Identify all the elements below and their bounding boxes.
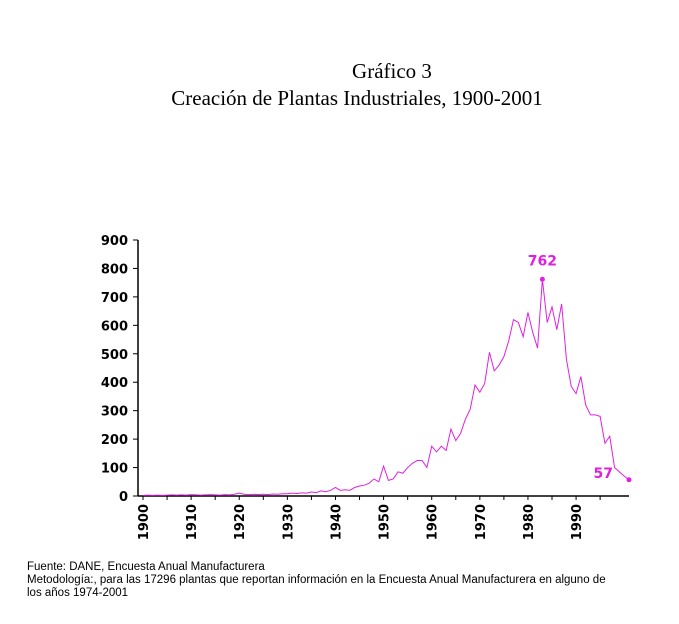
x-tick-label: 1970	[474, 504, 489, 540]
y-tick-label: 600	[101, 319, 128, 334]
annotation-label: 57	[594, 466, 613, 482]
annotation-point	[539, 276, 545, 282]
footnote: Fuente: DANE, Encuesta Anual Manufacture…	[27, 561, 265, 573]
x-tick-label: 1920	[233, 504, 248, 540]
y-tick-label: 700	[101, 291, 128, 306]
y-tick-label: 400	[101, 376, 128, 391]
data-line	[142, 279, 630, 496]
annotation-point	[626, 477, 632, 483]
x-tick-label: 1950	[378, 504, 393, 540]
footnote: los años 1974-2001	[27, 587, 128, 599]
footnote: Metodología:, para las 17296 plantas que…	[27, 574, 606, 586]
y-tick-label: 300	[101, 405, 128, 420]
chart-subtitle: Creación de Plantas Industriales, 1900-2…	[171, 86, 543, 110]
x-tick-label: 1910	[185, 504, 200, 540]
y-tick-label: 100	[101, 462, 128, 477]
y-tick-label: 800	[101, 262, 128, 277]
x-tick-label: 1960	[426, 504, 441, 540]
x-tick-label: 1990	[570, 504, 585, 540]
x-tick-label: 1940	[329, 504, 344, 540]
annotation-label: 762	[528, 253, 557, 269]
y-tick-label: 0	[119, 490, 128, 505]
x-tick-label: 1930	[281, 504, 296, 540]
y-tick-label: 200	[101, 433, 128, 448]
x-tick-label: 1900	[137, 504, 152, 540]
y-tick-label: 500	[101, 348, 128, 363]
x-tick-label: 1980	[522, 504, 537, 540]
chart-title: Gráfico 3	[352, 59, 432, 83]
y-tick-label: 900	[101, 234, 128, 249]
